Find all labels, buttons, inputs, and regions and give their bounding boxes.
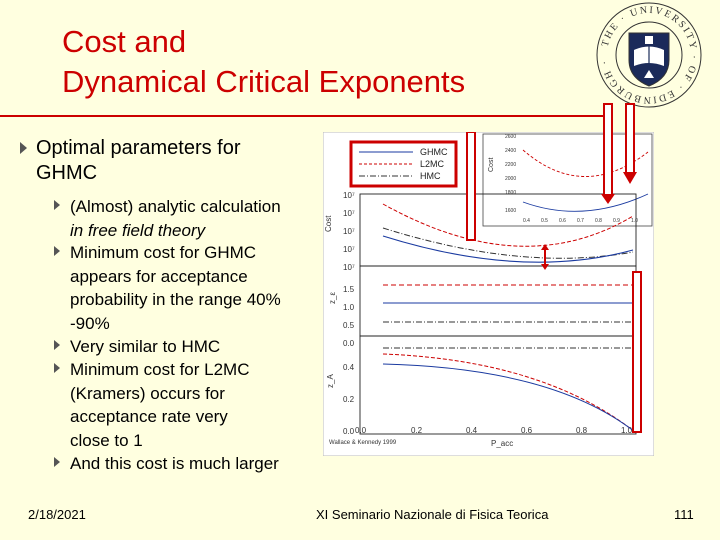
figure-credit: Wallace & Kennedy 1999: [329, 440, 397, 446]
x-axis-label: P_acc: [491, 439, 513, 448]
inset-x-tick: 0.9: [613, 218, 620, 224]
y-tick-cost: 10⁷: [343, 245, 355, 254]
bullet-triangle-icon: [54, 200, 60, 210]
acceptance-range-bar-right: [632, 271, 642, 433]
sub-bullet-text: And this cost is much larger: [70, 454, 279, 473]
university-seal-logo: THE · UNIVERSITY · OF · EDINBURGH ·: [596, 2, 702, 108]
legend-highlight-box: [349, 140, 458, 188]
inset-y-tick: 1600: [505, 208, 516, 214]
y-tick-z-epsilon: 0.0: [343, 339, 355, 348]
y-tick-cost: 10⁷: [343, 191, 355, 200]
legend-label-ghmc: GHMC: [420, 147, 448, 157]
pointer-arrow-left: [603, 103, 613, 197]
title-divider: [0, 115, 610, 117]
inset-plot-frame: [482, 133, 653, 227]
inset-curve-l2mc: [522, 149, 649, 177]
inset-x-tick: 0.5: [541, 218, 548, 224]
x-tick: 1.0: [621, 426, 633, 435]
inset-x-tick: 0.4: [523, 218, 530, 224]
minimum-marker-arrow-head-up: [541, 244, 549, 250]
inset-y-tick: 2400: [505, 148, 516, 154]
acceptance-range-bar-left: [466, 132, 476, 241]
y-tick-z-epsilon: 1.0: [343, 303, 355, 312]
inset-axis-label: Cost: [488, 158, 495, 172]
bullet-triangle-icon: [54, 246, 60, 256]
y-tick-z-a: 0.2: [343, 395, 355, 404]
sub-bullet-text: Minimum cost for GHMC appears for accept…: [70, 243, 281, 333]
inset-curve-ghmc: [522, 193, 649, 212]
pointer-arrows: [601, 103, 637, 204]
bullet-triangle-icon: [20, 142, 27, 154]
minimum-marker-arrow-head-down: [541, 264, 549, 270]
x-tick: 0.6: [521, 426, 533, 435]
sub-bullet-text: Minimum cost for L2MC (Kramers) occurs f…: [70, 360, 250, 450]
y-axis-label-cost: Cost: [324, 215, 333, 232]
x-tick: 0.0: [355, 426, 367, 435]
pointer-arrow-right-head: [623, 172, 637, 184]
x-tick: 0.2: [411, 426, 423, 435]
y-tick-cost: 10⁷: [343, 263, 355, 272]
inset-y-tick: 1800: [505, 190, 516, 196]
footer-center-text: XI Seminario Nazionale di Fisica Teorica: [316, 507, 549, 522]
inset-x-tick: 0.7: [577, 218, 584, 224]
sub-bullet-text: (Almost) analytic calculation: [70, 197, 281, 216]
curve-z-a-ghmc: [382, 363, 636, 433]
bullet-triangle-icon: [54, 363, 60, 373]
x-tick: 0.8: [576, 426, 588, 435]
footer-date: 2/18/2021: [28, 507, 86, 522]
y-tick-cost: 10⁷: [343, 227, 355, 236]
inset-x-tick: 1.0: [631, 218, 638, 224]
inset-y-tick: 2000: [505, 176, 516, 182]
sub-bullet-text: Very similar to HMC: [70, 337, 221, 356]
y-tick-z-a: 0.0: [343, 427, 355, 436]
legend-label-hmc: HMC: [420, 171, 441, 181]
x-tick: 0.4: [466, 426, 478, 435]
legend-label-l2mc: L2MC: [420, 159, 445, 169]
slide-title: Cost and Dynamical Critical Exponents: [62, 24, 466, 99]
y-tick-z-a: 0.4: [343, 363, 355, 372]
bullet-triangle-icon: [54, 340, 60, 350]
y-axis-label-z-epsilon: z_ε: [328, 292, 337, 304]
sub-bullet-italic-text: in free field theory: [70, 220, 206, 240]
page-number: 111: [674, 507, 694, 522]
inset-y-tick: 2600: [505, 134, 516, 140]
pointer-arrow-left-head: [601, 194, 615, 204]
y-tick-cost: 10⁷: [343, 209, 355, 218]
inset-x-tick: 0.6: [559, 218, 566, 224]
cost-exponent-figure: Cost 2600 2400 2200 2000 1800 1600 0.4 0…: [323, 132, 654, 456]
y-tick-z-epsilon: 1.5: [343, 285, 355, 294]
main-bullet-text: Optimal parameters for GHMC: [36, 137, 241, 184]
inset-y-tick: 2200: [505, 162, 516, 168]
curve-cost-ghmc: [382, 235, 634, 263]
bullet-triangle-icon: [54, 457, 60, 467]
curve-cost-l2mc: [382, 203, 634, 247]
y-tick-z-epsilon: 0.5: [343, 321, 355, 330]
pointer-arrow-right: [625, 103, 635, 175]
y-axis-label-z-a: z_A: [326, 374, 335, 388]
curve-z-a-l2mc: [382, 353, 636, 433]
inset-x-tick: 0.8: [595, 218, 602, 224]
